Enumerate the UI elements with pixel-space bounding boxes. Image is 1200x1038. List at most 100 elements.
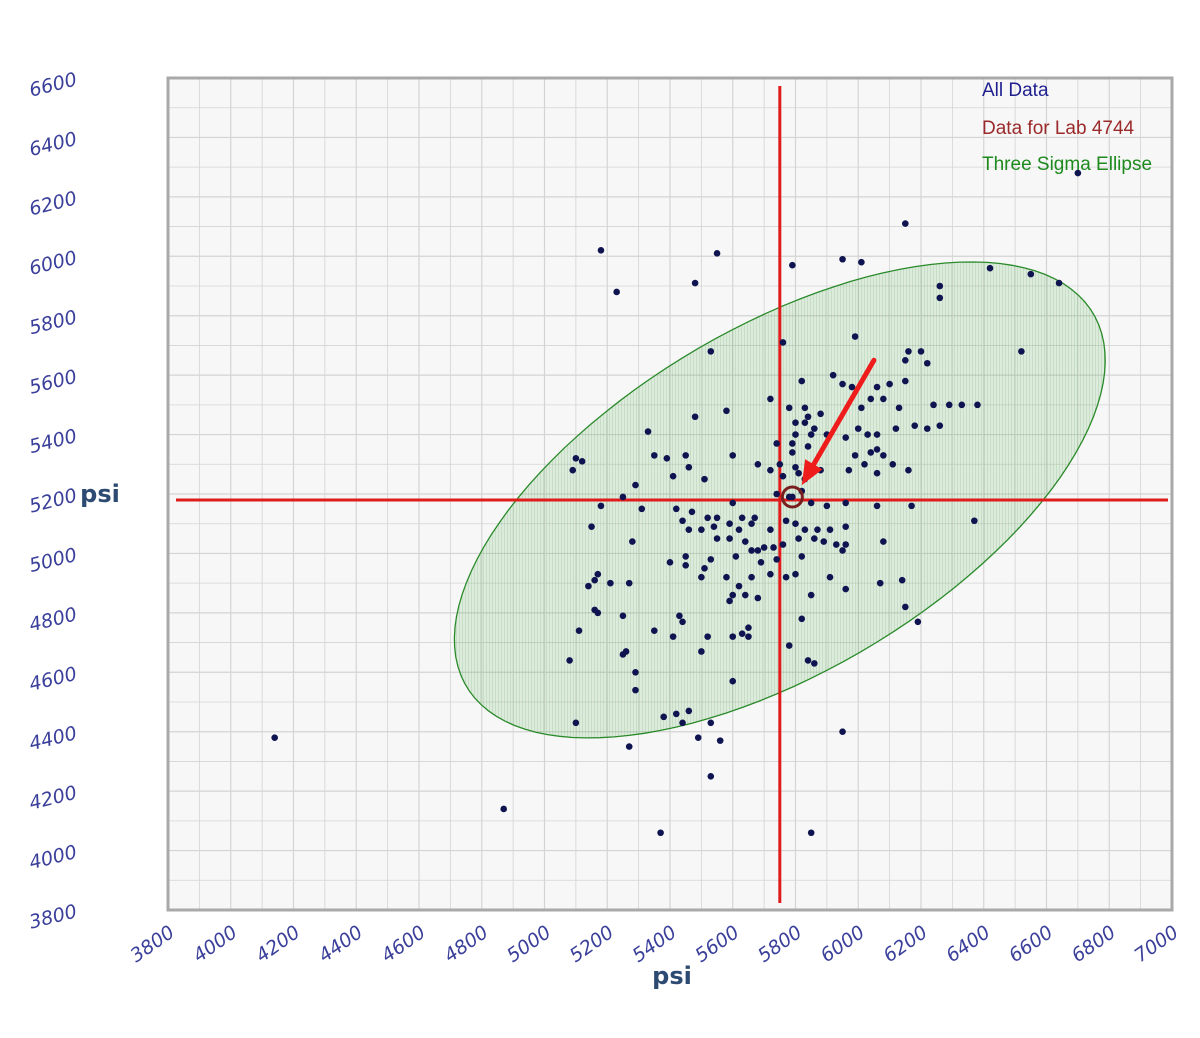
data-point	[1074, 169, 1082, 177]
data-point	[685, 707, 693, 715]
gridlines	[167, 77, 1173, 911]
data-point	[679, 618, 686, 626]
data-point	[873, 469, 881, 477]
data-point	[698, 526, 705, 533]
data-point	[779, 339, 787, 346]
data-point	[632, 668, 639, 676]
data-point	[694, 734, 702, 741]
data-point	[839, 547, 846, 554]
data-point	[271, 734, 278, 741]
data-point	[902, 356, 909, 364]
x-tick-label: 6600	[1005, 921, 1057, 967]
data-point	[723, 407, 730, 415]
data-point	[669, 472, 677, 480]
x-tick-label: 4200	[252, 921, 304, 967]
data-point	[729, 677, 737, 685]
data-point	[688, 508, 696, 516]
data-point	[704, 633, 711, 640]
data-point	[842, 541, 849, 548]
x-tick-label: 7000	[1130, 921, 1182, 967]
data-point	[682, 562, 689, 569]
data-point	[672, 505, 680, 513]
data-point	[779, 541, 787, 548]
data-point	[930, 401, 937, 409]
data-point	[858, 258, 865, 266]
data-point	[707, 772, 715, 780]
data-point	[880, 452, 887, 459]
y-tick-label: 6600	[27, 69, 79, 102]
data-point	[663, 455, 671, 462]
data-point	[867, 449, 875, 456]
y-tick-label: 4800	[27, 603, 79, 636]
data-point	[757, 559, 765, 566]
data-point	[651, 452, 658, 459]
lab-4744-marker-ring	[780, 485, 804, 509]
data-point	[767, 395, 774, 403]
data-point	[707, 556, 715, 563]
data-point	[804, 657, 812, 664]
data-point	[817, 410, 824, 418]
data-point	[851, 452, 859, 459]
data-point	[575, 627, 583, 634]
data-point	[911, 422, 919, 429]
data-point	[974, 401, 981, 409]
data-point	[713, 514, 721, 522]
data-point	[657, 829, 664, 837]
data-point	[726, 520, 733, 528]
data-point	[682, 452, 689, 459]
data-point	[936, 282, 944, 290]
data-point	[585, 582, 592, 590]
data-point	[795, 535, 802, 542]
data-point	[638, 505, 646, 513]
legend: All Data Data for Lab 4744 Three Sigma E…	[982, 80, 1152, 175]
data-point	[770, 544, 777, 551]
data-point	[704, 514, 711, 522]
data-point	[801, 404, 809, 412]
data-point	[713, 250, 721, 257]
data-point	[826, 526, 834, 533]
data-point	[820, 538, 828, 545]
x-tick-label: 5800	[754, 921, 806, 967]
data-point	[898, 576, 906, 584]
data-point	[842, 585, 849, 593]
data-point	[619, 493, 627, 501]
data-point	[923, 359, 931, 367]
data-point	[748, 573, 755, 581]
data-point	[660, 713, 668, 721]
y-tick-label: 5000	[27, 544, 79, 577]
data-point	[729, 633, 737, 640]
data-point	[798, 377, 806, 385]
data-point	[767, 466, 774, 474]
data-point	[792, 431, 799, 438]
data-point	[748, 520, 755, 528]
data-point	[644, 428, 652, 435]
data-point	[873, 446, 881, 453]
data-point	[864, 431, 871, 438]
data-point	[858, 404, 865, 412]
data-point	[651, 627, 658, 634]
data-point	[905, 466, 912, 474]
data-point	[751, 514, 759, 522]
data-point	[691, 279, 699, 287]
data-point	[760, 544, 768, 551]
data-point	[873, 502, 881, 510]
data-point	[685, 463, 693, 471]
data-point	[798, 615, 806, 623]
data-point	[807, 591, 815, 599]
x-tick-label: 6200	[879, 921, 931, 967]
data-point	[908, 502, 915, 510]
x-tick-label: 5600	[691, 921, 743, 967]
data-point	[607, 579, 614, 587]
data-point	[779, 472, 787, 480]
data-point	[785, 404, 793, 412]
data-point	[826, 573, 834, 581]
data-point	[811, 660, 818, 667]
data-point	[619, 651, 627, 658]
data-point	[732, 553, 740, 560]
y-tick-label: 5400	[27, 425, 79, 458]
data-point	[895, 404, 903, 412]
data-point	[804, 413, 812, 421]
data-point	[591, 606, 598, 614]
data-point	[842, 434, 849, 441]
